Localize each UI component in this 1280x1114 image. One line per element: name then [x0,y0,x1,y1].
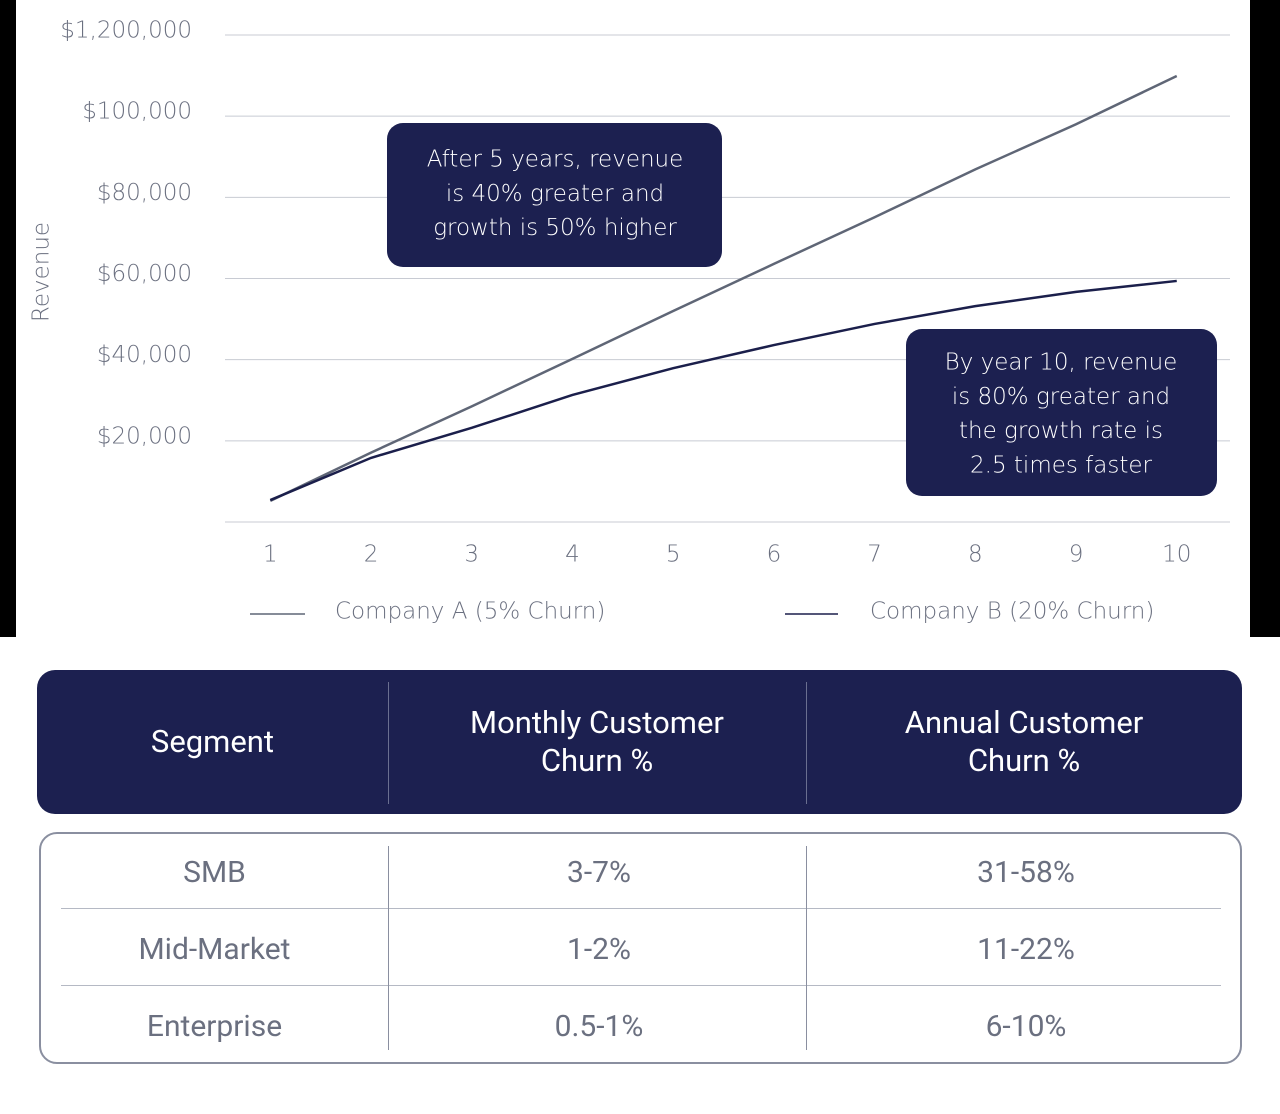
header-text: Monthly Customer Churn % [470,704,724,779]
table-cell: 3-7% [567,854,631,890]
x-tick-label: 4 [565,542,580,568]
header-text: Segment [150,723,275,760]
table-body: SMB 3-7% 31-58% Mid-Market 1-2% 11-22% Enterpr… [39,832,1242,1064]
table-cell: 0.5-1% [554,1008,644,1044]
x-tick-label: 6 [767,542,782,568]
annotation-box [387,123,722,267]
x-tick-label: 2 [364,542,379,568]
column-divider [388,682,389,804]
x-tick-label: 1 [263,542,278,568]
x-tick-label: 7 [867,542,882,568]
table-cell: SMB [183,854,246,890]
annotation-text: 2.5 times faster [970,452,1152,478]
x-tick-label: 3 [464,542,479,568]
side-bar [0,0,16,637]
legend-label: Company B (20% Churn) [870,599,1154,625]
annotation-text: By year 10, revenue [945,350,1178,376]
row-divider [61,985,1221,986]
table-header: Segment Monthly Customer Churn % Annual Cu… [37,670,1242,814]
y-tick-label: $1,200,000 [60,18,192,44]
table-cell: 1-2% [567,931,631,967]
column-divider [388,846,389,1050]
y-tick-label: $40,000 [97,342,192,368]
series-line [269,74,1178,503]
header-cell: Segment [37,670,388,814]
y-tick-label: $20,000 [97,423,192,449]
header-cell: Monthly Customer Churn % [388,670,806,814]
x-tick-label: 5 [666,542,681,568]
table-cell: Mid-Market [138,931,291,967]
annotation-text: growth is 50% higher [433,215,677,241]
chart: Revenue $20,000 $40,000 $60,000 $80,000 $100… [0,0,1280,637]
side-bar [1250,0,1280,637]
x-tick-label: 9 [1069,542,1084,568]
row-divider [61,908,1221,909]
column-divider [806,846,807,1050]
table-cell: 31-58% [977,854,1075,890]
x-tick-label: 10 [1162,542,1191,568]
table-cell: Enterprise [146,1008,283,1044]
annotation-text: is 80% greater and [952,384,1170,410]
y-tick-label: $80,000 [97,180,192,206]
annotation-text: the growth rate is [959,418,1163,444]
y-tick-label: $100,000 [82,99,192,125]
y-axis-label: Revenue [29,222,55,322]
x-tick-label: 8 [968,542,983,568]
legend-label: Company A (5% Churn) [335,599,605,625]
annotation-text: After 5 years, revenue [427,147,684,173]
table-cell: 11-22% [977,931,1075,967]
header-text: Annual Customer Churn % [904,704,1144,779]
annotation-box [906,329,1217,496]
y-tick-label: $60,000 [97,261,192,287]
annotation-text: is 40% greater and [446,181,664,207]
series-line [269,279,1177,502]
table-cell: 6-10% [985,1008,1067,1044]
column-divider [806,682,807,804]
header-cell: Annual Customer Churn % [806,670,1242,814]
